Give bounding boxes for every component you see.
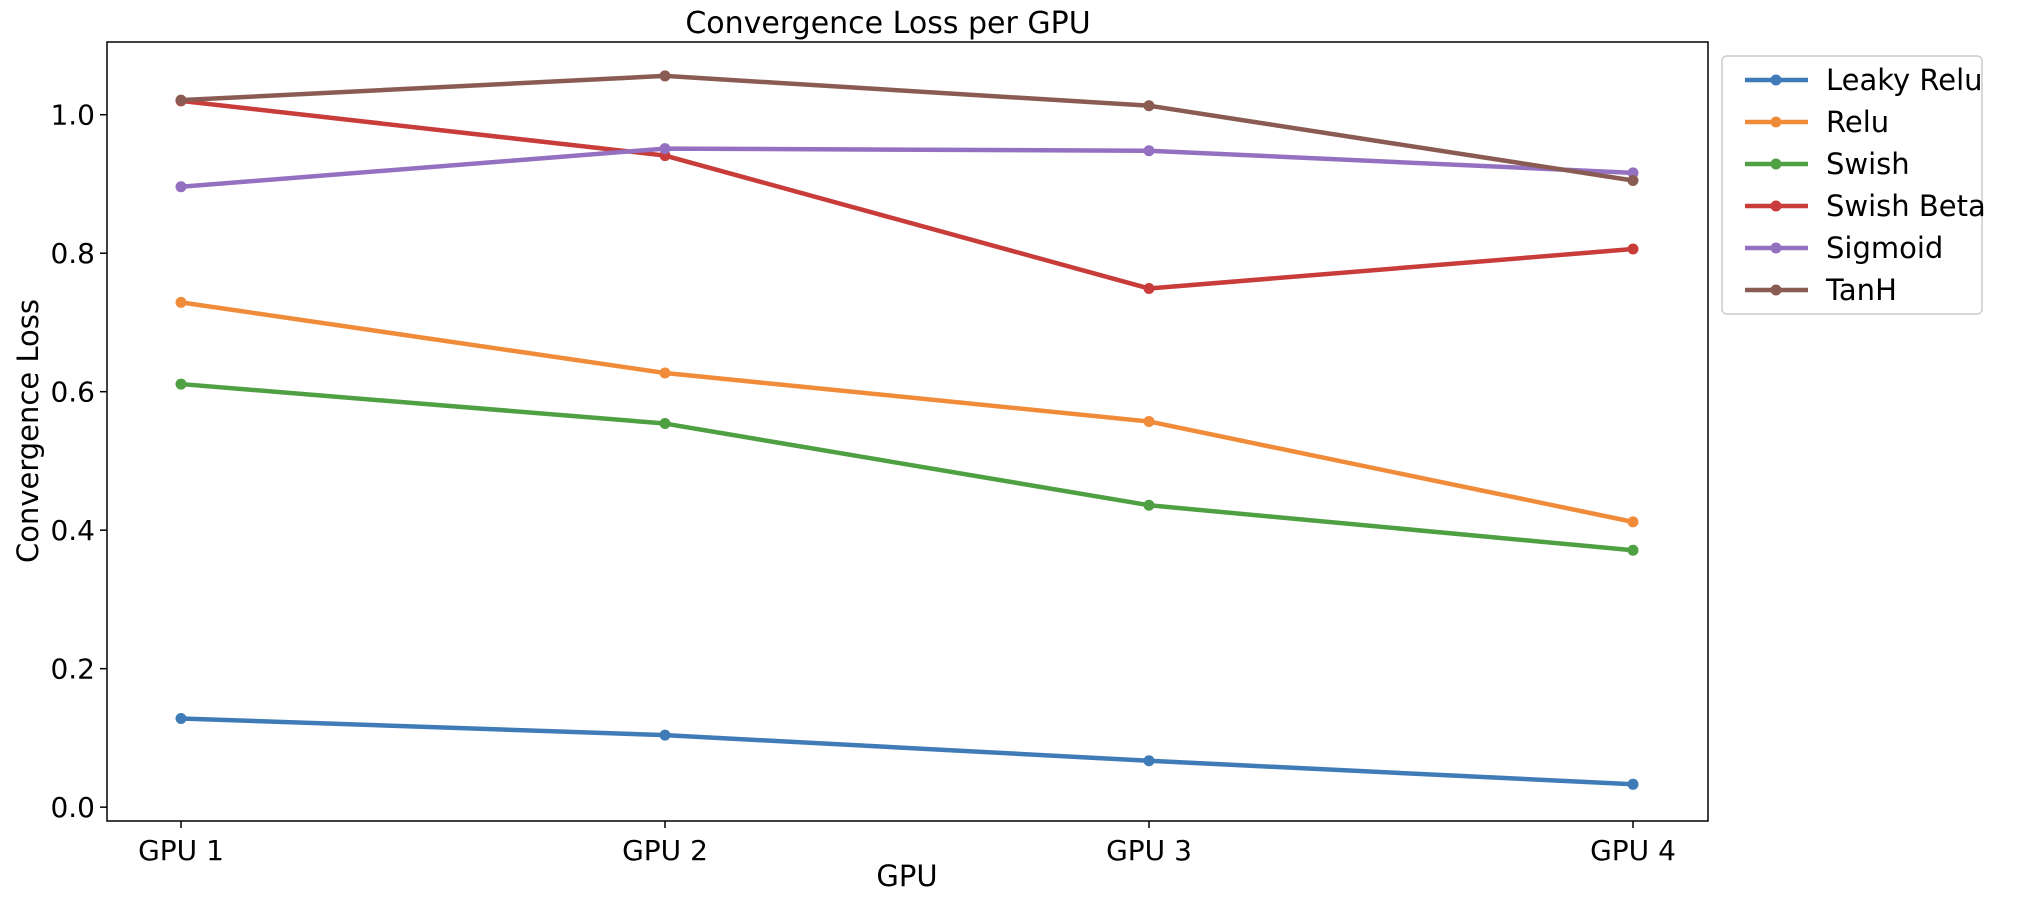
data-point-swish: [175, 378, 187, 390]
series-leaky-relu: [175, 713, 1639, 790]
plot-area-frame: [106, 41, 1709, 822]
data-point-sigmoid: [659, 143, 671, 155]
legend-item-relu: Relu: [1745, 105, 1889, 139]
series-line-swish-beta: [178, 98, 1636, 291]
legend-swatch-marker: [1770, 284, 1782, 296]
data-point-swish: [1143, 499, 1155, 511]
x-axis-label: GPU: [876, 859, 937, 893]
legend-swatch-marker: [1770, 200, 1782, 212]
y-tick-label: 0.0: [50, 791, 95, 824]
legend-swatch-marker: [1770, 116, 1782, 128]
y-tick-label: 1.0: [50, 99, 95, 132]
x-axis: GPU 1 GPU 2 GPU 3 GPU 4: [138, 821, 1676, 867]
data-point-leaky-relu: [1143, 755, 1155, 767]
data-point-tanh: [175, 94, 187, 106]
series-swish: [175, 378, 1639, 556]
x-tick-label: GPU 4: [1590, 834, 1676, 867]
legend-swatch-marker: [1770, 158, 1782, 170]
data-point-sigmoid: [175, 181, 187, 193]
data-point-relu: [1143, 415, 1155, 427]
data-point-swish-beta: [1627, 243, 1639, 255]
data-point-leaky-relu: [175, 713, 187, 725]
x-tick-label: GPU 1: [138, 834, 224, 867]
series-layer: [175, 70, 1639, 790]
chart-title: Convergence Loss per GPU: [685, 6, 1090, 41]
y-tick-label: 0.8: [50, 237, 95, 270]
data-point-sigmoid: [1143, 145, 1155, 157]
legend-label: Swish: [1826, 147, 1910, 181]
data-point-sigmoid: [1627, 167, 1639, 179]
legend-label: TanH: [1825, 273, 1897, 307]
data-point-tanh: [659, 70, 671, 82]
series-sigmoid: [175, 143, 1639, 193]
legend-swatch-marker: [1770, 242, 1782, 254]
data-point-tanh: [1627, 174, 1639, 186]
data-point-swish: [1627, 544, 1639, 556]
y-axis-label: Convergence Loss: [11, 299, 45, 563]
y-tick-label: 0.2: [50, 653, 95, 686]
data-point-relu: [1627, 516, 1639, 528]
data-point-leaky-relu: [1627, 778, 1639, 790]
y-tick-label: 0.6: [50, 376, 95, 409]
data-point-relu: [175, 296, 187, 308]
legend-item-leaky-relu: Leaky Relu: [1745, 63, 1983, 97]
data-point-relu: [659, 367, 671, 379]
data-point-swish-beta: [1143, 283, 1155, 295]
series-line-sigmoid: [178, 146, 1636, 189]
data-point-tanh: [1143, 100, 1155, 112]
legend-item-swish-beta: Swish Beta: [1745, 189, 1986, 223]
legend-label: Swish Beta: [1826, 189, 1986, 223]
series-relu: [175, 296, 1639, 528]
series-line-swish: [178, 381, 1636, 553]
x-tick-label: GPU 3: [1106, 834, 1192, 867]
x-tick-label: GPU 2: [622, 834, 708, 867]
legend: Leaky Relu Relu Swish Swish Beta Sigmoid TanH: [1721, 55, 1986, 315]
legend-item-sigmoid: Sigmoid: [1745, 231, 1943, 265]
series-tanh: [175, 70, 1639, 186]
legend-label: Relu: [1826, 105, 1889, 139]
legend-item-swish: Swish: [1745, 147, 1910, 181]
y-axis: 0.0 0.2 0.4 0.6 0.8 1.0: [50, 99, 107, 824]
series-line-leaky-relu: [178, 716, 1636, 787]
series-swish-beta: [175, 95, 1639, 295]
data-point-swish: [659, 418, 671, 430]
data-point-leaky-relu: [659, 729, 671, 741]
legend-swatch-marker: [1770, 74, 1782, 86]
legend-label: Sigmoid: [1826, 231, 1943, 265]
legend-label: Leaky Relu: [1826, 63, 1983, 97]
series-line-relu: [178, 300, 1636, 525]
series-line-tanh: [178, 73, 1636, 183]
legend-item-tanh: TanH: [1745, 273, 1897, 307]
y-tick-label: 0.4: [50, 514, 95, 547]
